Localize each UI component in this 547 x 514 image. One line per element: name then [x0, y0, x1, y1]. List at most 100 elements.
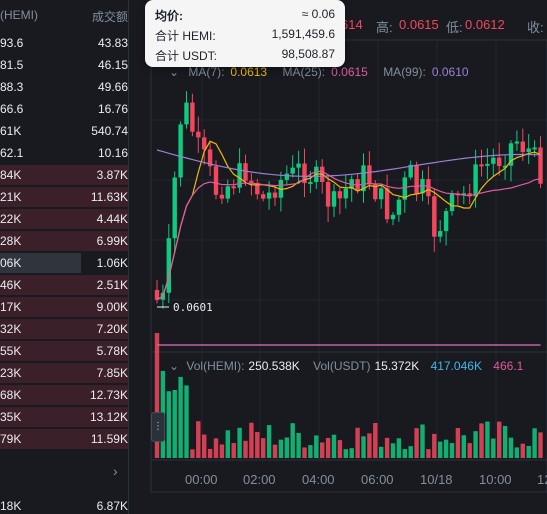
row-amount: 79K [0, 432, 22, 446]
row-amount: 55K [0, 344, 22, 358]
row-total: 7.20K [96, 322, 128, 336]
volume-bar [320, 442, 325, 458]
collapse-panel-button[interactable]: ⋮ [151, 412, 165, 442]
row-amount: 32K [0, 322, 22, 336]
row-total: 12.73K [89, 388, 128, 402]
row-total: 11.63K [90, 190, 128, 204]
volume-bar [178, 376, 183, 458]
volume-bar [384, 437, 390, 458]
depth-bar [0, 429, 128, 449]
vol-hemi-value: 250.538K [248, 359, 300, 373]
vol-usdt-label: Vol(USDT) [313, 359, 371, 373]
time-tick: 02:00 [243, 472, 276, 487]
ma7-value: 0.0613 [230, 65, 268, 79]
total-hemi-label: 合计 HEMI: [155, 29, 216, 43]
order-book-row[interactable]: 32K 7.20K [0, 318, 147, 340]
candle-body [196, 131, 201, 138]
candle-body [491, 157, 496, 164]
volume-bar [402, 449, 407, 458]
candle-body [302, 163, 307, 184]
candle-body [402, 177, 407, 200]
order-book-row[interactable]: 62.1 10.16 [0, 142, 147, 164]
row-amount: 61K [0, 124, 22, 138]
candle-body [526, 148, 531, 153]
order-book-row[interactable]: 61K 540.74 [0, 120, 147, 142]
row-total: 46.15 [97, 58, 128, 72]
chevron-right-icon[interactable]: › [113, 463, 118, 479]
volume-bar [237, 427, 242, 458]
order-book-row[interactable]: 55K 5.78K [0, 340, 147, 362]
order-book-row[interactable]: 22K 4.44K [0, 208, 147, 230]
ma7-line [156, 140, 541, 301]
row-amount: 22K [0, 212, 22, 226]
row-total: 49.66 [97, 80, 128, 94]
row-total: 10.16 [97, 146, 128, 160]
order-book-row[interactable]: 88.3 49.66 [0, 76, 147, 98]
row-total: 1.06K [96, 256, 128, 270]
candle-body [178, 124, 183, 178]
order-book-row[interactable]: 46K 2.51K [0, 274, 147, 296]
chevron-down-icon[interactable]: ⌄ [169, 359, 180, 373]
row-total: 43.83 [97, 36, 128, 50]
order-book-row[interactable]: 35K 13.12K [0, 406, 147, 428]
volume-bar [349, 448, 354, 458]
candle-body [373, 184, 378, 200]
bottom-row-total: 6.87K [96, 499, 128, 513]
ma25-line [156, 170, 541, 301]
order-book-row[interactable]: 21K 11.63K [0, 186, 147, 208]
row-total: 540.74 [91, 124, 128, 138]
kline-chart[interactable]: 614 高: 0.0615 低: 0.0612 收: ⌄ MA(7): 0.061… [147, 0, 547, 514]
depth-bar [0, 341, 128, 361]
volume-bar [284, 437, 289, 458]
candle-body [432, 196, 437, 237]
vol-ma1-value: 417.046K [430, 359, 482, 373]
ma99-label: MA(99): [383, 65, 426, 79]
candle-body [207, 149, 213, 167]
order-book-row[interactable]: 79K 11.59K [0, 428, 147, 450]
candle-body [479, 164, 484, 167]
volume-bar [455, 428, 461, 458]
candle-body [467, 193, 472, 197]
row-amount: 66.6 [0, 102, 24, 116]
volume-bar [390, 443, 396, 458]
order-book-row[interactable]: 06K 1.06K [0, 252, 147, 274]
low-price-marker: 0.0601 [173, 301, 213, 314]
candle-body [396, 199, 402, 215]
row-amount: 81.5 [0, 58, 24, 72]
order-book-row[interactable]: 81.5 46.15 [0, 54, 147, 76]
vol-usdt-value: 15.372K [374, 359, 420, 373]
order-book-row[interactable]: 68K 12.73K [0, 384, 147, 406]
candle-body [278, 179, 284, 198]
ma7-label: MA(7): [188, 65, 225, 79]
volume-bar [473, 431, 478, 458]
order-book-row[interactable]: 23K 7.85K [0, 362, 147, 384]
volume-bar [497, 421, 502, 458]
chart-canvas[interactable] [147, 0, 547, 514]
row-total: 11.59K [90, 432, 128, 446]
order-book-row[interactable]: 28K 6.99K [0, 230, 147, 252]
order-book-row[interactable]: 93.6 43.83 [0, 32, 147, 54]
time-tick: 00:00 [185, 472, 218, 487]
candle-body [532, 147, 537, 150]
candle-body [473, 164, 478, 197]
depth-bar [0, 275, 128, 295]
volume-bar [202, 434, 207, 458]
order-book-row[interactable]: 84K 3.87K [0, 164, 147, 186]
volume-bar [190, 449, 195, 458]
candle-body [231, 186, 236, 189]
volume-bar [361, 436, 366, 458]
order-book-row[interactable]: 17K 9.00K [0, 296, 147, 318]
order-book-bottom-row[interactable]: 18K 6.87K [0, 496, 147, 514]
row-amount: 62.1 [0, 146, 24, 160]
candle-body [538, 147, 543, 184]
amount-column-header: (HEMI) [0, 8, 38, 22]
chevron-down-icon[interactable]: ⌄ [169, 65, 180, 79]
row-amount: 35K [0, 410, 22, 424]
order-book: (HEMI) 成交额 93.6 43.83 81.5 46.15 88.3 49.66 66… [0, 0, 147, 514]
row-amount: 21K [0, 190, 22, 204]
volume-bar [414, 428, 419, 458]
order-book-row[interactable]: 66.6 16.76 [0, 98, 147, 120]
candle-body [202, 137, 207, 150]
total-usdt-value: 98,508.87 [281, 47, 335, 61]
panel-divider [128, 0, 129, 514]
